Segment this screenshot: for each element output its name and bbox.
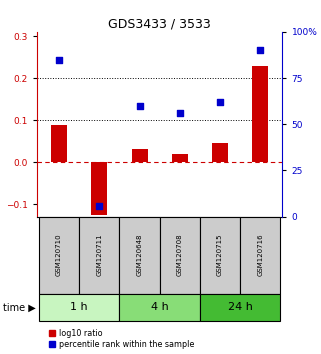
Point	[258, 47, 263, 53]
Legend: log10 ratio, percentile rank within the sample: log10 ratio, percentile rank within the …	[46, 325, 197, 352]
Text: 1 h: 1 h	[70, 302, 88, 313]
Point	[137, 103, 142, 109]
Bar	[51, 125, 67, 162]
Bar	[252, 66, 268, 162]
Text: GSM120716: GSM120716	[257, 234, 263, 276]
Point	[56, 57, 62, 62]
Bar	[132, 149, 148, 162]
Text: time ▶: time ▶	[3, 302, 36, 313]
Text: 4 h: 4 h	[151, 302, 169, 313]
FancyBboxPatch shape	[240, 217, 281, 293]
Bar	[212, 143, 228, 162]
Text: GSM120708: GSM120708	[177, 234, 183, 276]
Text: GSM120710: GSM120710	[56, 234, 62, 276]
FancyBboxPatch shape	[39, 293, 119, 321]
Point	[218, 99, 223, 105]
Text: GSM120648: GSM120648	[136, 234, 143, 276]
FancyBboxPatch shape	[160, 217, 200, 293]
Text: GSM120715: GSM120715	[217, 234, 223, 276]
FancyBboxPatch shape	[119, 293, 200, 321]
Bar	[91, 162, 107, 215]
FancyBboxPatch shape	[39, 217, 79, 293]
Point	[97, 203, 102, 209]
Bar	[172, 154, 188, 162]
Text: GSM120711: GSM120711	[96, 234, 102, 276]
FancyBboxPatch shape	[200, 293, 281, 321]
Point	[177, 110, 182, 116]
Title: GDS3433 / 3533: GDS3433 / 3533	[108, 18, 211, 31]
FancyBboxPatch shape	[200, 217, 240, 293]
FancyBboxPatch shape	[79, 217, 119, 293]
Text: 24 h: 24 h	[228, 302, 253, 313]
FancyBboxPatch shape	[119, 217, 160, 293]
